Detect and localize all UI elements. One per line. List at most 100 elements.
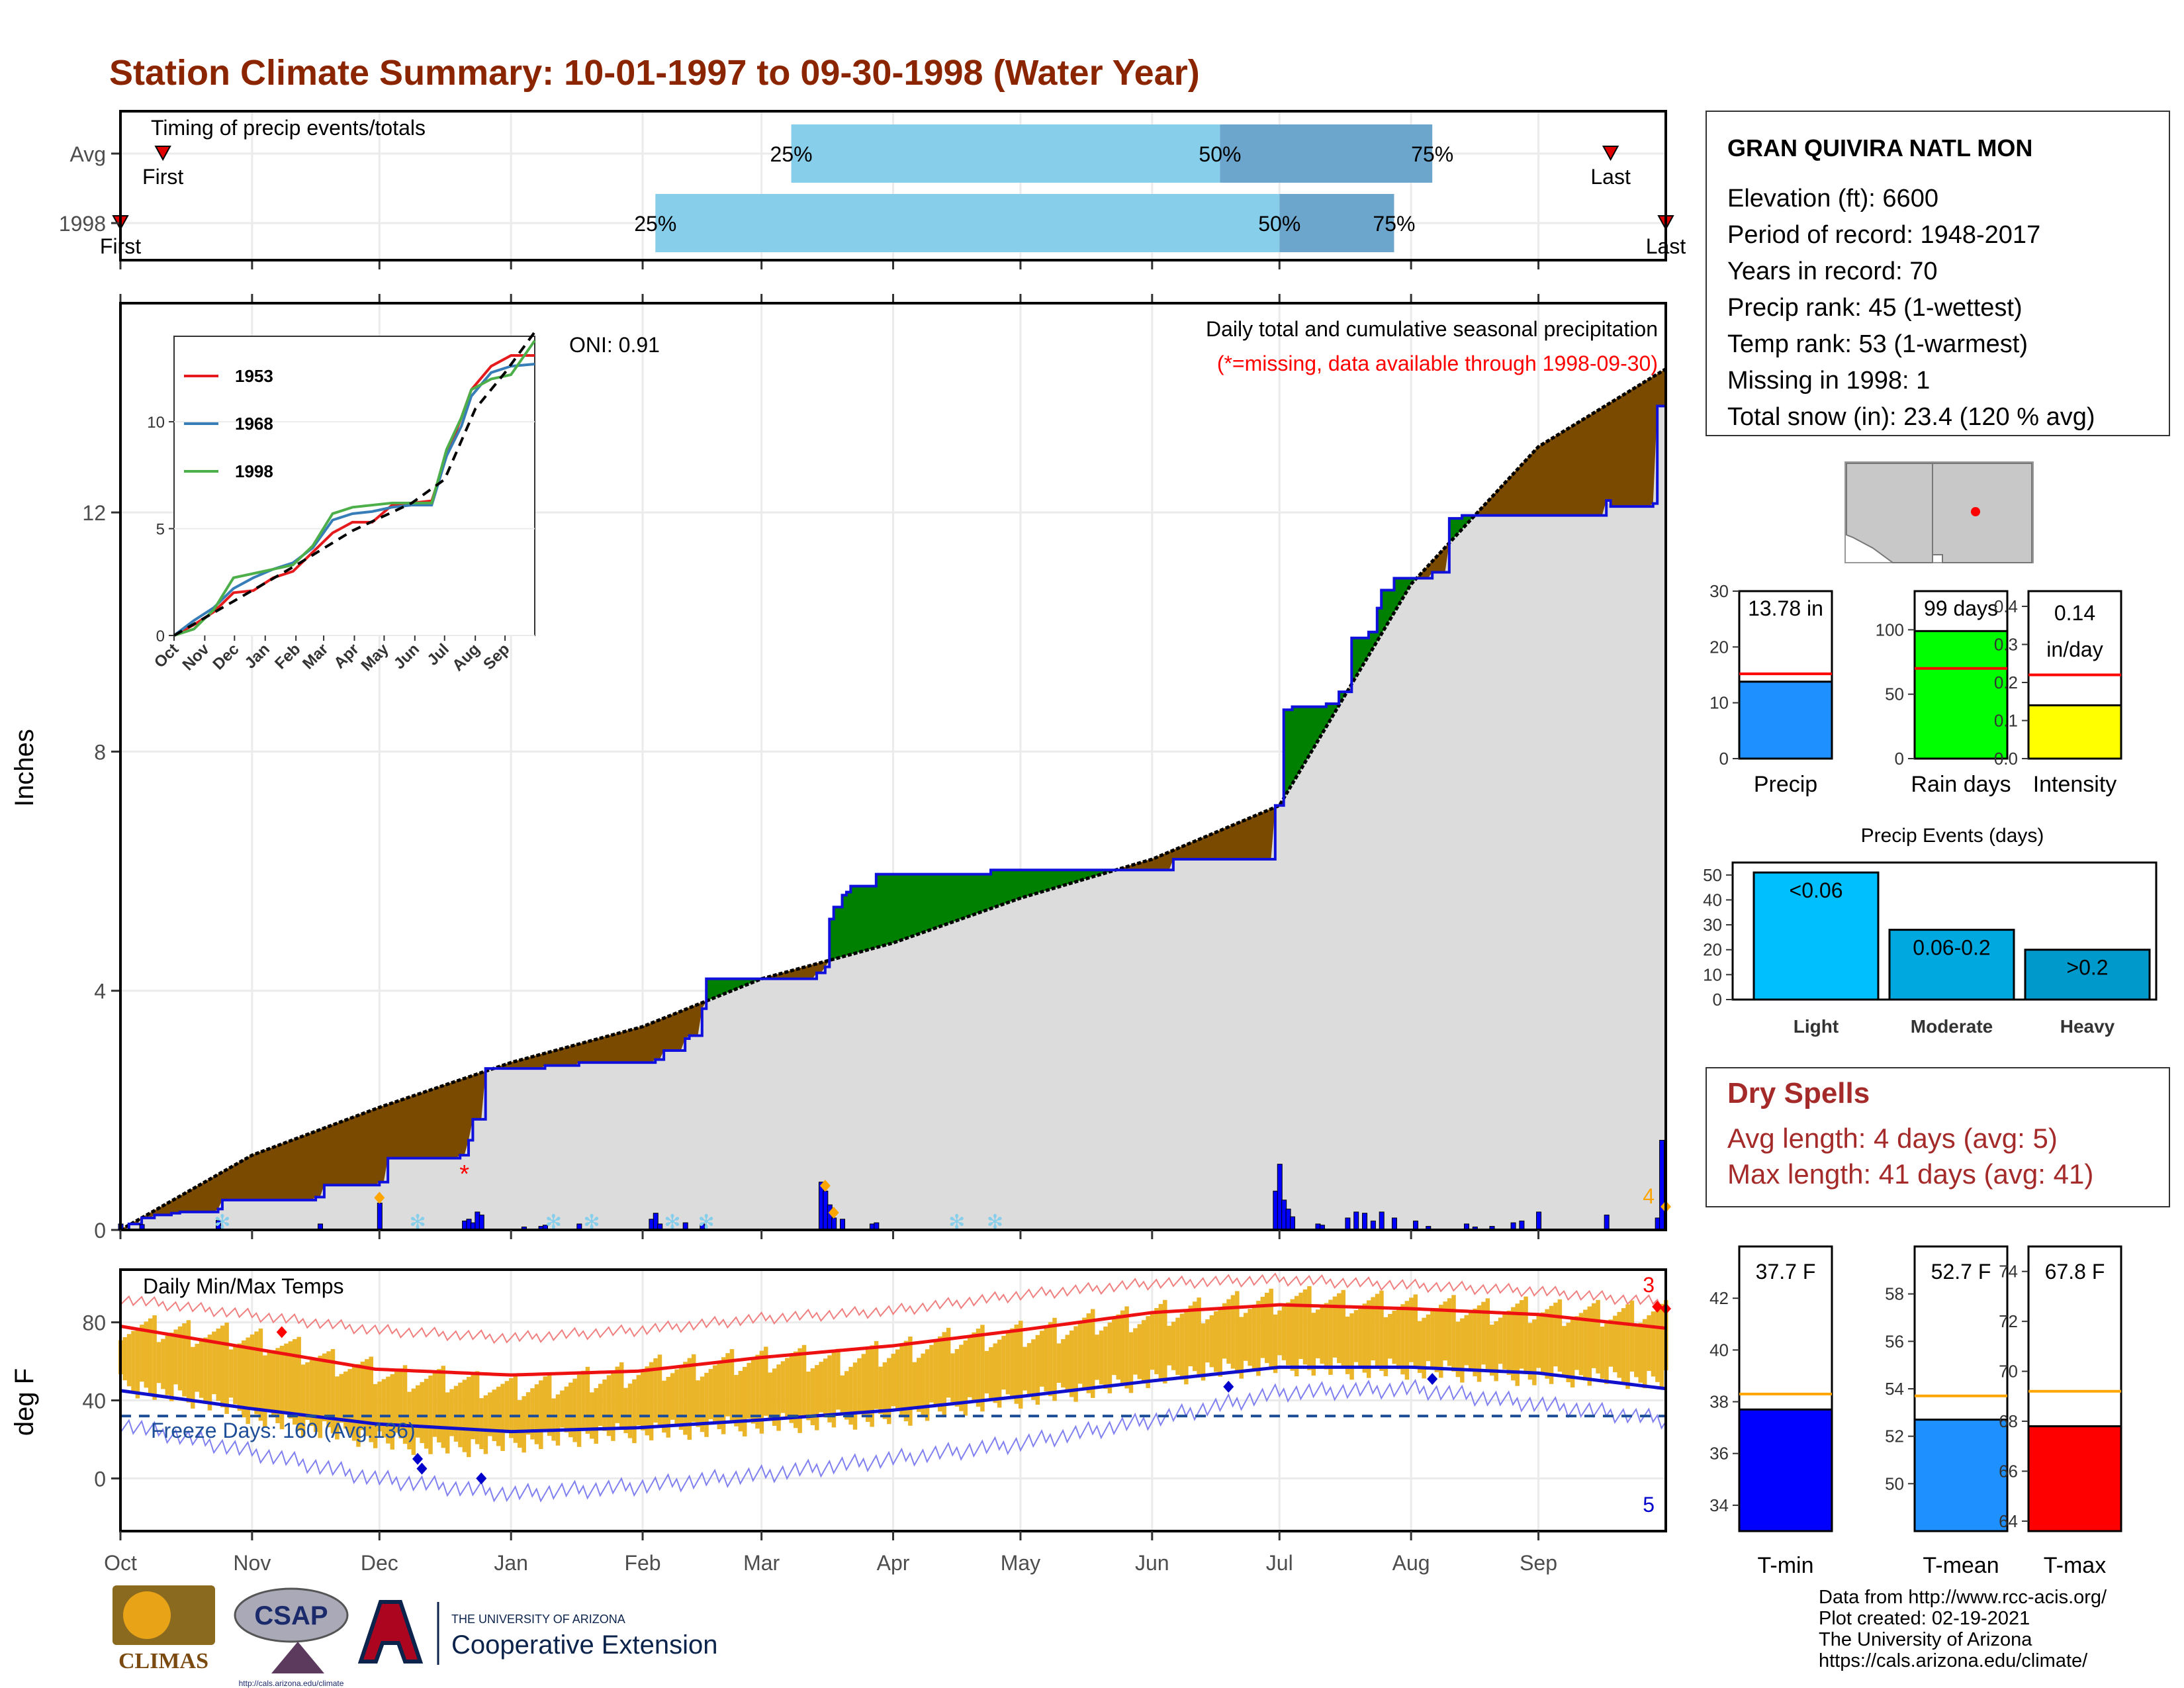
daily-temp-range-bar (1629, 1300, 1635, 1372)
daily-temp-range-bar (267, 1352, 272, 1411)
daily-temp-range-bar (1532, 1319, 1537, 1385)
daily-temp-range-bar (517, 1400, 522, 1448)
deficit-area (684, 1007, 690, 1039)
deficit-area (332, 1123, 338, 1186)
precip-ytick-label: 12 (82, 501, 106, 525)
timing-bar-q2 (1279, 194, 1394, 252)
deficit-area (205, 1178, 210, 1213)
surplus-area (922, 874, 928, 933)
daily-temp-range-bar (1608, 1319, 1614, 1367)
deficit-area (578, 1042, 584, 1063)
daily-temp-range-bar (1447, 1298, 1452, 1366)
daily-temp-range-bar (623, 1387, 628, 1434)
surplus-area (952, 874, 958, 923)
timing-bar-q1 (655, 194, 1280, 252)
daily-temp-range-bar (772, 1368, 777, 1426)
temp-bar-ytick-label: 70 (1999, 1362, 2018, 1382)
daily-temp-range-bar (1311, 1313, 1316, 1376)
temp-bar-t-mean (1913, 1419, 2009, 1532)
deficit-area (1657, 371, 1662, 406)
daily-temp-range-bar (1256, 1301, 1261, 1376)
month-label: Jun (1135, 1551, 1169, 1575)
daily-temp-range-bar (199, 1340, 204, 1398)
daily-temp-range-bar (1647, 1315, 1651, 1372)
daily-temp-range-bar (1128, 1332, 1134, 1393)
daily-temp-range-bar (522, 1396, 526, 1453)
new-mexico-shape (1932, 463, 2032, 563)
deficit-area (324, 1126, 329, 1186)
deficit-area (1635, 383, 1641, 507)
daily-temp-range-bar (662, 1380, 666, 1433)
daily-temp-range-bar (479, 1398, 484, 1450)
daily-temp-range-bar (1082, 1317, 1087, 1389)
csap-logo-text: CSAP (254, 1601, 328, 1630)
daily-temp-range-bar (551, 1398, 556, 1441)
deficit-area (1640, 381, 1645, 507)
deficit-area (1236, 821, 1242, 860)
daily-temp-range-bar (1116, 1314, 1120, 1380)
daily-temp-range-bar (1566, 1323, 1570, 1383)
event-category-label: Moderate (1911, 1016, 1993, 1037)
surplus-area (1003, 869, 1009, 905)
daily-temp-range-bar (836, 1348, 841, 1410)
daily-temp-range-bar (1154, 1307, 1159, 1374)
daily-temp-range-bar (1251, 1305, 1257, 1371)
daily-temp-range-bar (721, 1357, 726, 1434)
deficit-area (1542, 441, 1547, 516)
daily-temp-range-bar (1638, 1323, 1643, 1383)
record-high-marker (1652, 1301, 1663, 1313)
daily-temp-range-bar (1014, 1324, 1019, 1404)
daily-temp-range-bar (402, 1365, 408, 1444)
daily-temp-range-bar (1604, 1323, 1609, 1384)
surplus-area (999, 869, 1004, 906)
deficit-area (566, 1045, 571, 1066)
deficit-area (408, 1095, 414, 1159)
events-ytick-label: 20 (1703, 940, 1722, 960)
deficit-area (638, 1026, 643, 1063)
daily-temp-range-bar (250, 1334, 255, 1408)
daily-temp-range-bar (1613, 1315, 1617, 1373)
deficit-area (1224, 826, 1229, 860)
daily-temp-range-bar (530, 1388, 535, 1440)
daily-temp-range-bar (810, 1368, 815, 1426)
deficit-area (294, 1137, 299, 1201)
temp-bar-t-min (1738, 1408, 1833, 1532)
mini-bar-ytick-label: 0.4 (1994, 596, 2018, 616)
daily-precip-bar (1362, 1213, 1368, 1231)
daily-temp-range-bar (933, 1340, 938, 1407)
timing-label-50: 50% (1199, 142, 1241, 166)
deficit-area (608, 1034, 614, 1063)
surplus-area (927, 874, 932, 932)
daily-temp-range-bar (925, 1349, 930, 1421)
daily-temp-range-bar (1562, 1326, 1567, 1378)
daily-temp-range-bar (1184, 1309, 1189, 1385)
daily-temp-range-bar (263, 1355, 267, 1428)
deficit-area (281, 1142, 287, 1201)
inset-ytick-label: 5 (156, 521, 165, 539)
surplus-area (863, 886, 868, 952)
surplus-area (931, 874, 936, 930)
temp-bar-ytick-label: 66 (1999, 1461, 2018, 1481)
daily-temp-range-bar (1349, 1313, 1354, 1380)
daily-temp-range-bar (1201, 1323, 1206, 1381)
oni-label: ONI: 0.91 (569, 333, 660, 357)
daily-temp-range-bar (1188, 1305, 1193, 1367)
daily-temp-range-bar (1341, 1289, 1345, 1369)
page-title: Station Climate Summary: 10-01-1997 to 0… (109, 53, 1200, 93)
daily-temp-range-bar (967, 1336, 972, 1397)
daily-temp-range-bar (1362, 1303, 1367, 1373)
daily-temp-range-bar (861, 1354, 866, 1417)
daily-temp-range-bar (1557, 1299, 1563, 1372)
daily-temp-range-bar (819, 1362, 823, 1413)
daily-temp-range-bar (1269, 1288, 1273, 1368)
daily-temp-range-bar (768, 1372, 772, 1421)
deficit-area (1521, 459, 1526, 516)
daily-temp-range-bar (246, 1337, 250, 1425)
daily-temp-range-bar (1023, 1346, 1027, 1391)
daily-temp-range-bar (165, 1335, 170, 1395)
daily-temp-range-bar (959, 1344, 964, 1411)
daily-temp-range-bar (1371, 1297, 1375, 1361)
daily-temp-range-bar (683, 1362, 688, 1435)
surplus-area (1300, 706, 1306, 771)
surplus-area (901, 874, 907, 941)
